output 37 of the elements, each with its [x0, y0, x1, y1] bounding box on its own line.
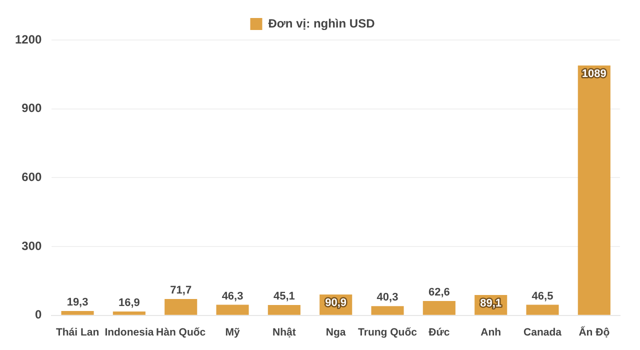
data-label: 46,3 — [222, 290, 244, 302]
data-label: 19,3 — [66, 296, 88, 308]
bar — [216, 304, 249, 315]
data-label: 45,1 — [273, 290, 295, 303]
legend-label: Đơn vị: nghìn USD — [268, 16, 376, 30]
data-label: 40,3 — [376, 292, 398, 304]
y-tick-label: 0 — [35, 308, 42, 322]
x-tick-label: Ấn Độ — [578, 326, 610, 339]
x-tick-label: Thái Lan — [56, 326, 100, 339]
x-tick-label: Nga — [326, 326, 346, 339]
bar — [578, 65, 610, 315]
y-tick-label: 1200 — [14, 32, 42, 46]
bar — [164, 298, 198, 315]
data-label: 71,7 — [170, 284, 192, 296]
x-tick-label: Indonesia — [104, 326, 154, 339]
bar — [268, 305, 300, 315]
bar — [371, 306, 404, 315]
data-label: 90,9 — [325, 297, 347, 310]
y-tick-label: 300 — [22, 238, 42, 253]
x-tick-label: Đức — [428, 326, 450, 339]
bar — [526, 304, 559, 315]
data-label: 16,9 — [118, 297, 140, 310]
y-tick-label: 900 — [22, 101, 42, 116]
x-tick-label: Anh — [480, 326, 502, 339]
data-label: 46,5 — [532, 290, 554, 302]
bar — [422, 301, 456, 315]
y-tick-label: 600 — [22, 170, 42, 184]
data-label: 1089 — [582, 68, 606, 80]
x-tick-label: Trung Quốc — [358, 326, 418, 339]
bar — [112, 312, 146, 315]
x-tick-label: Hàn Quốc — [156, 326, 206, 339]
x-tick-label: Mỹ — [225, 326, 240, 339]
x-tick-label: Nhật — [272, 326, 296, 339]
bar — [61, 310, 94, 315]
data-label: 89,1 — [480, 297, 502, 310]
x-tick-label: Canada — [524, 326, 562, 339]
data-label: 62,6 — [428, 286, 450, 299]
